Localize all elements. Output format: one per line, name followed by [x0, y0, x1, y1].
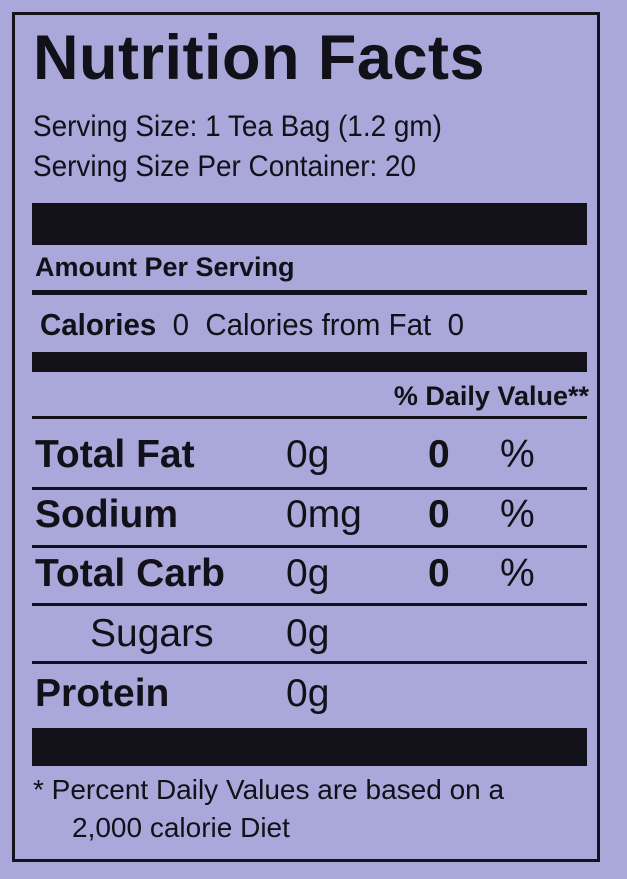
nutrient-row-total-fat: Total Fat 0g 0 %: [0, 433, 627, 483]
divider-line: [32, 290, 587, 295]
divider-bar: [32, 352, 587, 372]
nutrient-row-sugars: Sugars 0g: [0, 612, 627, 662]
label-title: Nutrition Facts: [33, 23, 486, 93]
divider-bar: [32, 728, 587, 766]
nutrient-row-protein: Protein 0g: [0, 672, 627, 722]
nutrient-row-total-carb: Total Carb 0g 0 %: [0, 552, 627, 602]
nutrient-amount: 0g: [286, 612, 330, 655]
nutrient-amount: 0g: [286, 672, 330, 715]
divider-line: [32, 487, 587, 490]
divider-line: [32, 416, 587, 419]
nutrient-name: Protein: [35, 672, 170, 715]
nutrient-percent: 0: [428, 493, 450, 536]
daily-value-header: % Daily Value**: [393, 381, 589, 411]
divider-line: [32, 603, 587, 606]
servings-per-container: Serving Size Per Container: 20: [33, 150, 417, 183]
nutrient-name: Sodium: [35, 493, 178, 536]
nutrient-name: Sugars: [90, 612, 214, 655]
nutrient-amount: 0mg: [286, 493, 362, 536]
serving-size: Serving Size: 1 Tea Bag (1.2 gm): [33, 110, 442, 143]
amount-per-serving: Amount Per Serving: [35, 252, 295, 282]
nutrient-name: Total Fat: [35, 433, 195, 476]
nutrient-amount: 0g: [286, 433, 330, 476]
calories-fat-value: 0: [447, 307, 464, 342]
nutrient-percent: 0: [428, 433, 450, 476]
percent-symbol: %: [500, 552, 535, 595]
calories-fat-label: Calories from Fat: [205, 307, 432, 342]
nutrient-amount: 0g: [286, 552, 330, 595]
percent-symbol: %: [500, 493, 535, 536]
calories-value: 0: [172, 307, 189, 342]
footnote-line-2: 2,000 calorie Diet: [72, 812, 290, 843]
divider-line: [32, 661, 587, 664]
nutrient-name: Total Carb: [35, 552, 225, 595]
percent-symbol: %: [500, 433, 535, 476]
calories-label: Calories: [40, 307, 157, 342]
footnote-line-1: * Percent Daily Values are based on a: [33, 774, 505, 805]
calories-row: Calories 0 Calories from Fat 0: [40, 307, 464, 343]
nutrient-percent: 0: [428, 552, 450, 595]
nutrient-row-sodium: Sodium 0mg 0 %: [0, 493, 627, 543]
divider-line: [32, 545, 587, 548]
divider-bar: [32, 203, 587, 245]
nutrition-facts-panel: [12, 12, 600, 862]
